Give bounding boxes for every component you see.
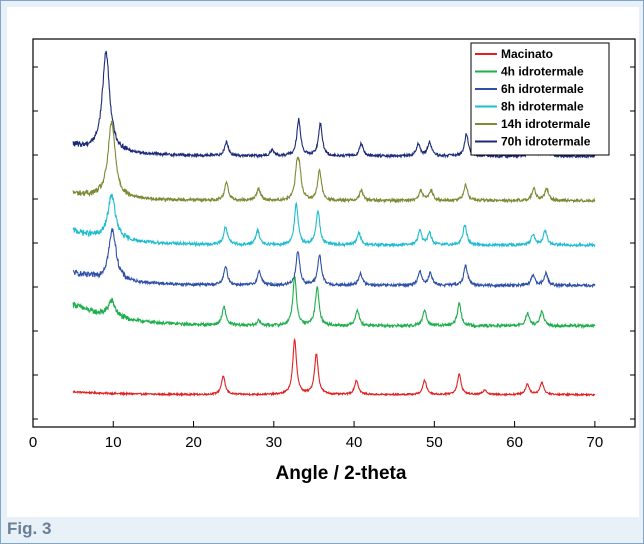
- series-line-4h-idrotermale: [72, 275, 596, 330]
- x-tick-label: 0: [29, 434, 37, 451]
- legend-label: 70h idrotermale: [501, 135, 591, 149]
- x-tick-label: 50: [426, 434, 443, 451]
- x-tick-label: 20: [185, 434, 202, 451]
- legend-label: 14h idrotermale: [501, 117, 591, 131]
- figure-caption: Fig. 3: [7, 519, 52, 538]
- x-axis-title: Angle / 2-theta: [276, 463, 407, 484]
- x-tick-label: 30: [265, 434, 282, 451]
- series-line-8h-idrotermale: [72, 193, 596, 249]
- series-line-14h-idrotermale: [72, 120, 596, 204]
- legend-label: 4h idrotermale: [501, 65, 584, 79]
- x-tick-label: 70: [587, 434, 604, 451]
- legend-label: 6h idrotermale: [501, 82, 584, 96]
- series-line-macinato: [72, 337, 596, 398]
- series-line-70h-idrotermale: [72, 50, 596, 160]
- legend-box: [470, 42, 610, 156]
- x-tick-label: 60: [506, 434, 523, 451]
- legend-label: Macinato: [501, 47, 553, 61]
- legend-label: 8h idrotermale: [501, 100, 584, 114]
- x-tick-label: 40: [346, 434, 363, 451]
- x-axis-ticks: 0 10 20 30 40 50 60 70: [29, 421, 603, 451]
- plot-card: 0 10 20 30 40 50 60 70 Angle / 2-theta Macinato…: [7, 7, 639, 517]
- series-line-6h-idrotermale: [73, 228, 596, 289]
- x-tick-label: 10: [105, 434, 122, 451]
- series-layer: [72, 50, 596, 398]
- plot-area: [32, 38, 636, 428]
- y-axis-ticks: [33, 66, 635, 420]
- xrd-chart: 0 10 20 30 40 50 60 70 Angle / 2-theta Macinato…: [29, 38, 636, 484]
- legend: Macinato 4h idrotermale 6h idrotermale 8h i…: [470, 42, 610, 156]
